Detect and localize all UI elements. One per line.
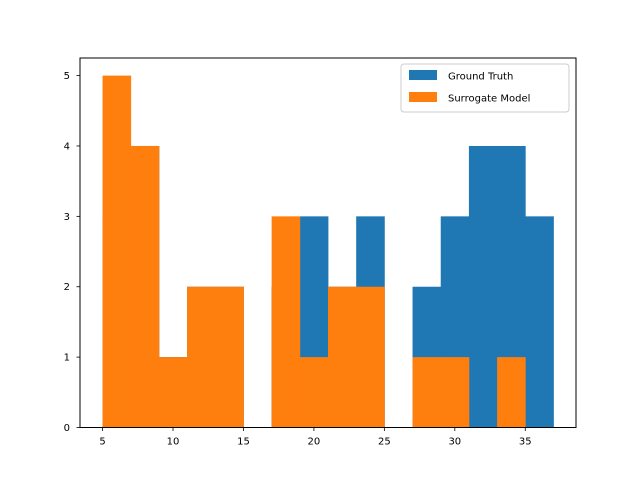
axes-frame (79, 57, 577, 428)
bar-surrogate-model-8 (328, 286, 357, 428)
legend-swatch-surrogate-model (409, 92, 437, 102)
bars-layer (102, 75, 554, 428)
y-tick-label-4: 4 (64, 141, 70, 152)
bar-surrogate-model-3 (187, 286, 216, 428)
bar-surrogate-model-7 (299, 357, 329, 428)
y-tick-label-0: 0 (64, 423, 70, 434)
y-tick-label-3: 3 (64, 212, 70, 223)
bar-ground-truth-15 (525, 216, 554, 428)
legend-label-surrogate-model: Surrogate Model (448, 94, 530, 105)
y-axis: 0 1 2 3 4 5 (64, 71, 80, 434)
bar-surrogate-model-2 (158, 357, 188, 428)
y-tick-label-1: 1 (64, 353, 70, 364)
legend: Ground Truth Surrogate Model (400, 63, 570, 113)
bar-surrogate-model-14 (497, 357, 526, 428)
x-tick-label-30: 30 (448, 437, 461, 448)
x-tick-label-10: 10 (167, 437, 180, 448)
x-tick-label-5: 5 (99, 437, 105, 448)
bar-surrogate-model-6 (271, 216, 301, 428)
x-tick-label-20: 20 (308, 437, 321, 448)
x-tick-label-35: 35 (519, 437, 532, 448)
bar-ground-truth-13 (468, 145, 498, 428)
bar-surrogate-model-11 (412, 357, 442, 428)
legend-label-ground-truth: Ground Truth (448, 72, 513, 83)
bar-surrogate-model-1 (130, 145, 160, 428)
y-tick-label-2: 2 (64, 282, 70, 293)
bar-surrogate-model-0 (102, 75, 132, 428)
x-tick-label-15: 15 (237, 437, 250, 448)
bar-surrogate-model-4 (215, 286, 244, 428)
legend-swatch-ground-truth (409, 70, 437, 80)
legend-box (400, 63, 570, 113)
x-tick-label-25: 25 (378, 437, 391, 448)
bar-surrogate-model-12 (440, 357, 470, 428)
x-axis: 5 10 15 20 25 30 35 (99, 427, 532, 448)
y-tick-label-5: 5 (64, 71, 70, 82)
bar-surrogate-model-9 (356, 286, 385, 428)
